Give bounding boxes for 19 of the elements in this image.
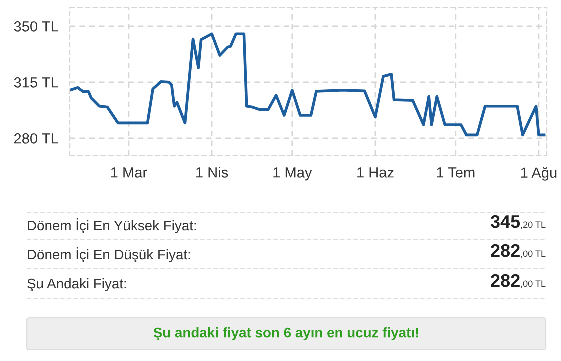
text: Dönem İçi En Yüksek Fiyat: [28,218,196,234]
x-tick-label: 1 Nis [196,167,228,178]
text: 282 [491,274,520,288]
text: Şu Andaki Fiyat: [28,278,126,292]
text: ,00 TL [521,280,546,288]
x-tick-label: 1 May [274,168,312,181]
text: 282 [491,244,520,258]
y-tick-label: 350 TL [14,22,58,32]
text: 345 [490,215,520,228]
text: Şu andaki fiyat son 6 ayın en ucuz fiyatı! [154,328,418,340]
x-tick-label: 1 Ağu [521,167,557,181]
text: ,00 TL [521,250,546,258]
x-tick-label: 1 Mar [111,168,148,178]
y-tick-label: 280 TL [14,134,58,144]
x-tick-label: 1 Haz [358,168,394,178]
x-tick-label: 1 Tem [437,168,475,178]
text: ,20 TL [521,222,546,230]
text: Dönem İçi En Düşük Fiyat: [28,248,190,262]
y-tick-label: 315 TL [14,78,58,88]
